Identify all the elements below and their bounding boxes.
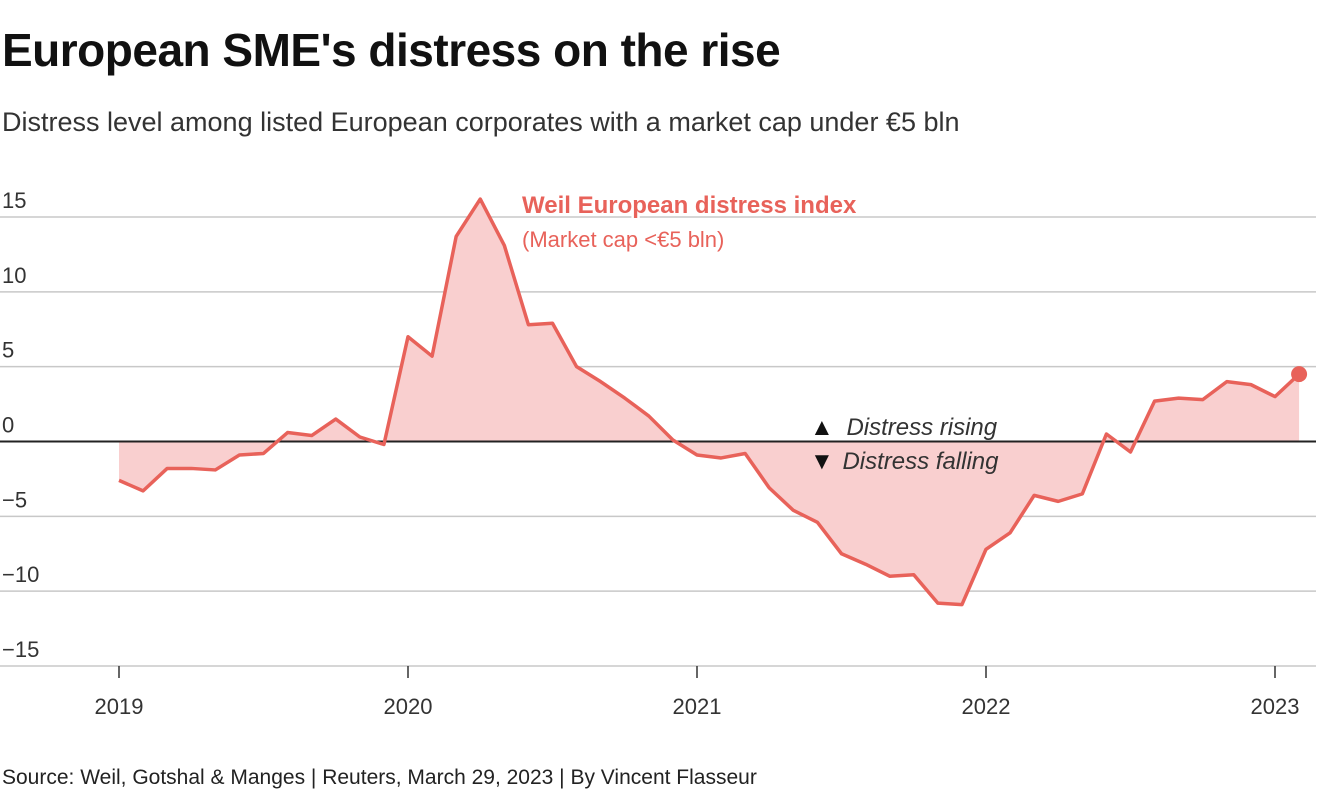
- data-point: [358, 435, 362, 439]
- data-point: [575, 365, 579, 369]
- data-point: [888, 574, 892, 578]
- data-point: [551, 321, 555, 325]
- data-point: [334, 417, 338, 421]
- data-point: [791, 508, 795, 512]
- data-point: [599, 380, 603, 384]
- y-tick-label: −5: [2, 487, 27, 512]
- data-point: [1032, 493, 1036, 497]
- data-point: [1080, 492, 1084, 496]
- y-tick-label: −10: [2, 562, 39, 587]
- data-point: [1273, 395, 1277, 399]
- gridlines: [0, 216, 1316, 667]
- y-tick-label: 5: [2, 338, 14, 363]
- data-point: [719, 456, 723, 460]
- data-point: [406, 335, 410, 339]
- data-point: [623, 396, 627, 400]
- data-point: [1104, 432, 1108, 436]
- up-triangle-icon: ▲: [810, 414, 834, 441]
- data-point: [1056, 499, 1060, 503]
- chart-subtitle: Distress level among listed European cor…: [2, 107, 960, 137]
- data-point: [1225, 380, 1229, 384]
- data-point: [526, 323, 530, 327]
- data-point: [502, 243, 506, 247]
- data-point: [864, 562, 868, 566]
- source-note: Source: Weil, Gotshal & Manges | Reuters…: [2, 766, 757, 789]
- distress-index-chart: 15 10 5 0 −5 −10 −15 2019 2020 2021 2022 2023 Weil…: [0, 188, 1316, 719]
- series-labels: Weil European distress index (Market cap…: [520, 190, 860, 253]
- data-point: [695, 453, 699, 457]
- data-point: [743, 451, 747, 455]
- data-point: [430, 354, 434, 358]
- data-point: [141, 489, 145, 493]
- data-point: [936, 601, 940, 605]
- annotation-rising-text: Distress rising: [846, 414, 997, 441]
- data-point: [189, 466, 193, 470]
- data-point: [671, 438, 675, 442]
- y-tick-labels: 15 10 5 0 −5 −10 −15: [2, 188, 39, 662]
- last-data-point: [1291, 366, 1308, 383]
- data-point: [237, 453, 241, 457]
- data-point: [840, 552, 844, 556]
- data-point: [815, 520, 819, 524]
- annotation-falling-text: Distress falling: [842, 448, 999, 475]
- area-fill-layer: [119, 199, 1300, 605]
- data-point: [912, 573, 916, 577]
- x-axis: 2019 2020 2021 2022 2023: [95, 666, 1300, 719]
- data-point: [286, 431, 290, 435]
- down-triangle-icon: ▼: [810, 448, 834, 475]
- chart-title: European SME's distress on the rise: [2, 24, 781, 76]
- y-tick-label: 15: [2, 188, 26, 213]
- series-sublabel: (Market cap <€5 bln): [522, 227, 724, 252]
- data-point: [1153, 399, 1157, 403]
- y-tick-label: 0: [2, 413, 14, 438]
- series-line: [118, 197, 1301, 607]
- data-point: [262, 451, 266, 455]
- data-point: [1249, 383, 1253, 387]
- data-point: [960, 603, 964, 607]
- y-tick-label: 10: [2, 263, 26, 288]
- x-tick-label: 2019: [95, 694, 144, 719]
- annotations: ▲ Distress rising ▼ Distress falling: [810, 414, 999, 475]
- series-label: Weil European distress index: [522, 192, 857, 219]
- data-point: [382, 442, 386, 446]
- data-point: [478, 197, 482, 201]
- area-fill: [119, 199, 1300, 605]
- x-tick-label: 2023: [1251, 694, 1300, 719]
- data-point: [117, 478, 121, 482]
- data-point: [310, 434, 314, 438]
- data-point: [1008, 531, 1012, 535]
- y-tick-label: −15: [2, 637, 39, 662]
- x-tick-label: 2020: [384, 694, 433, 719]
- data-point: [984, 547, 988, 551]
- data-point: [1129, 450, 1133, 454]
- annotation-rising: ▲ Distress rising: [810, 414, 998, 441]
- data-point: [454, 234, 458, 238]
- series-line-layer: [118, 197, 1301, 607]
- x-tick-label: 2021: [673, 694, 722, 719]
- annotation-falling: ▼ Distress falling: [810, 448, 999, 475]
- data-point: [1177, 396, 1181, 400]
- data-point: [647, 414, 651, 418]
- data-point: [767, 486, 771, 490]
- data-point: [213, 468, 217, 472]
- x-tick-label: 2022: [962, 694, 1011, 719]
- data-points: [117, 197, 1308, 607]
- data-point: [1201, 398, 1205, 402]
- data-point: [165, 466, 169, 470]
